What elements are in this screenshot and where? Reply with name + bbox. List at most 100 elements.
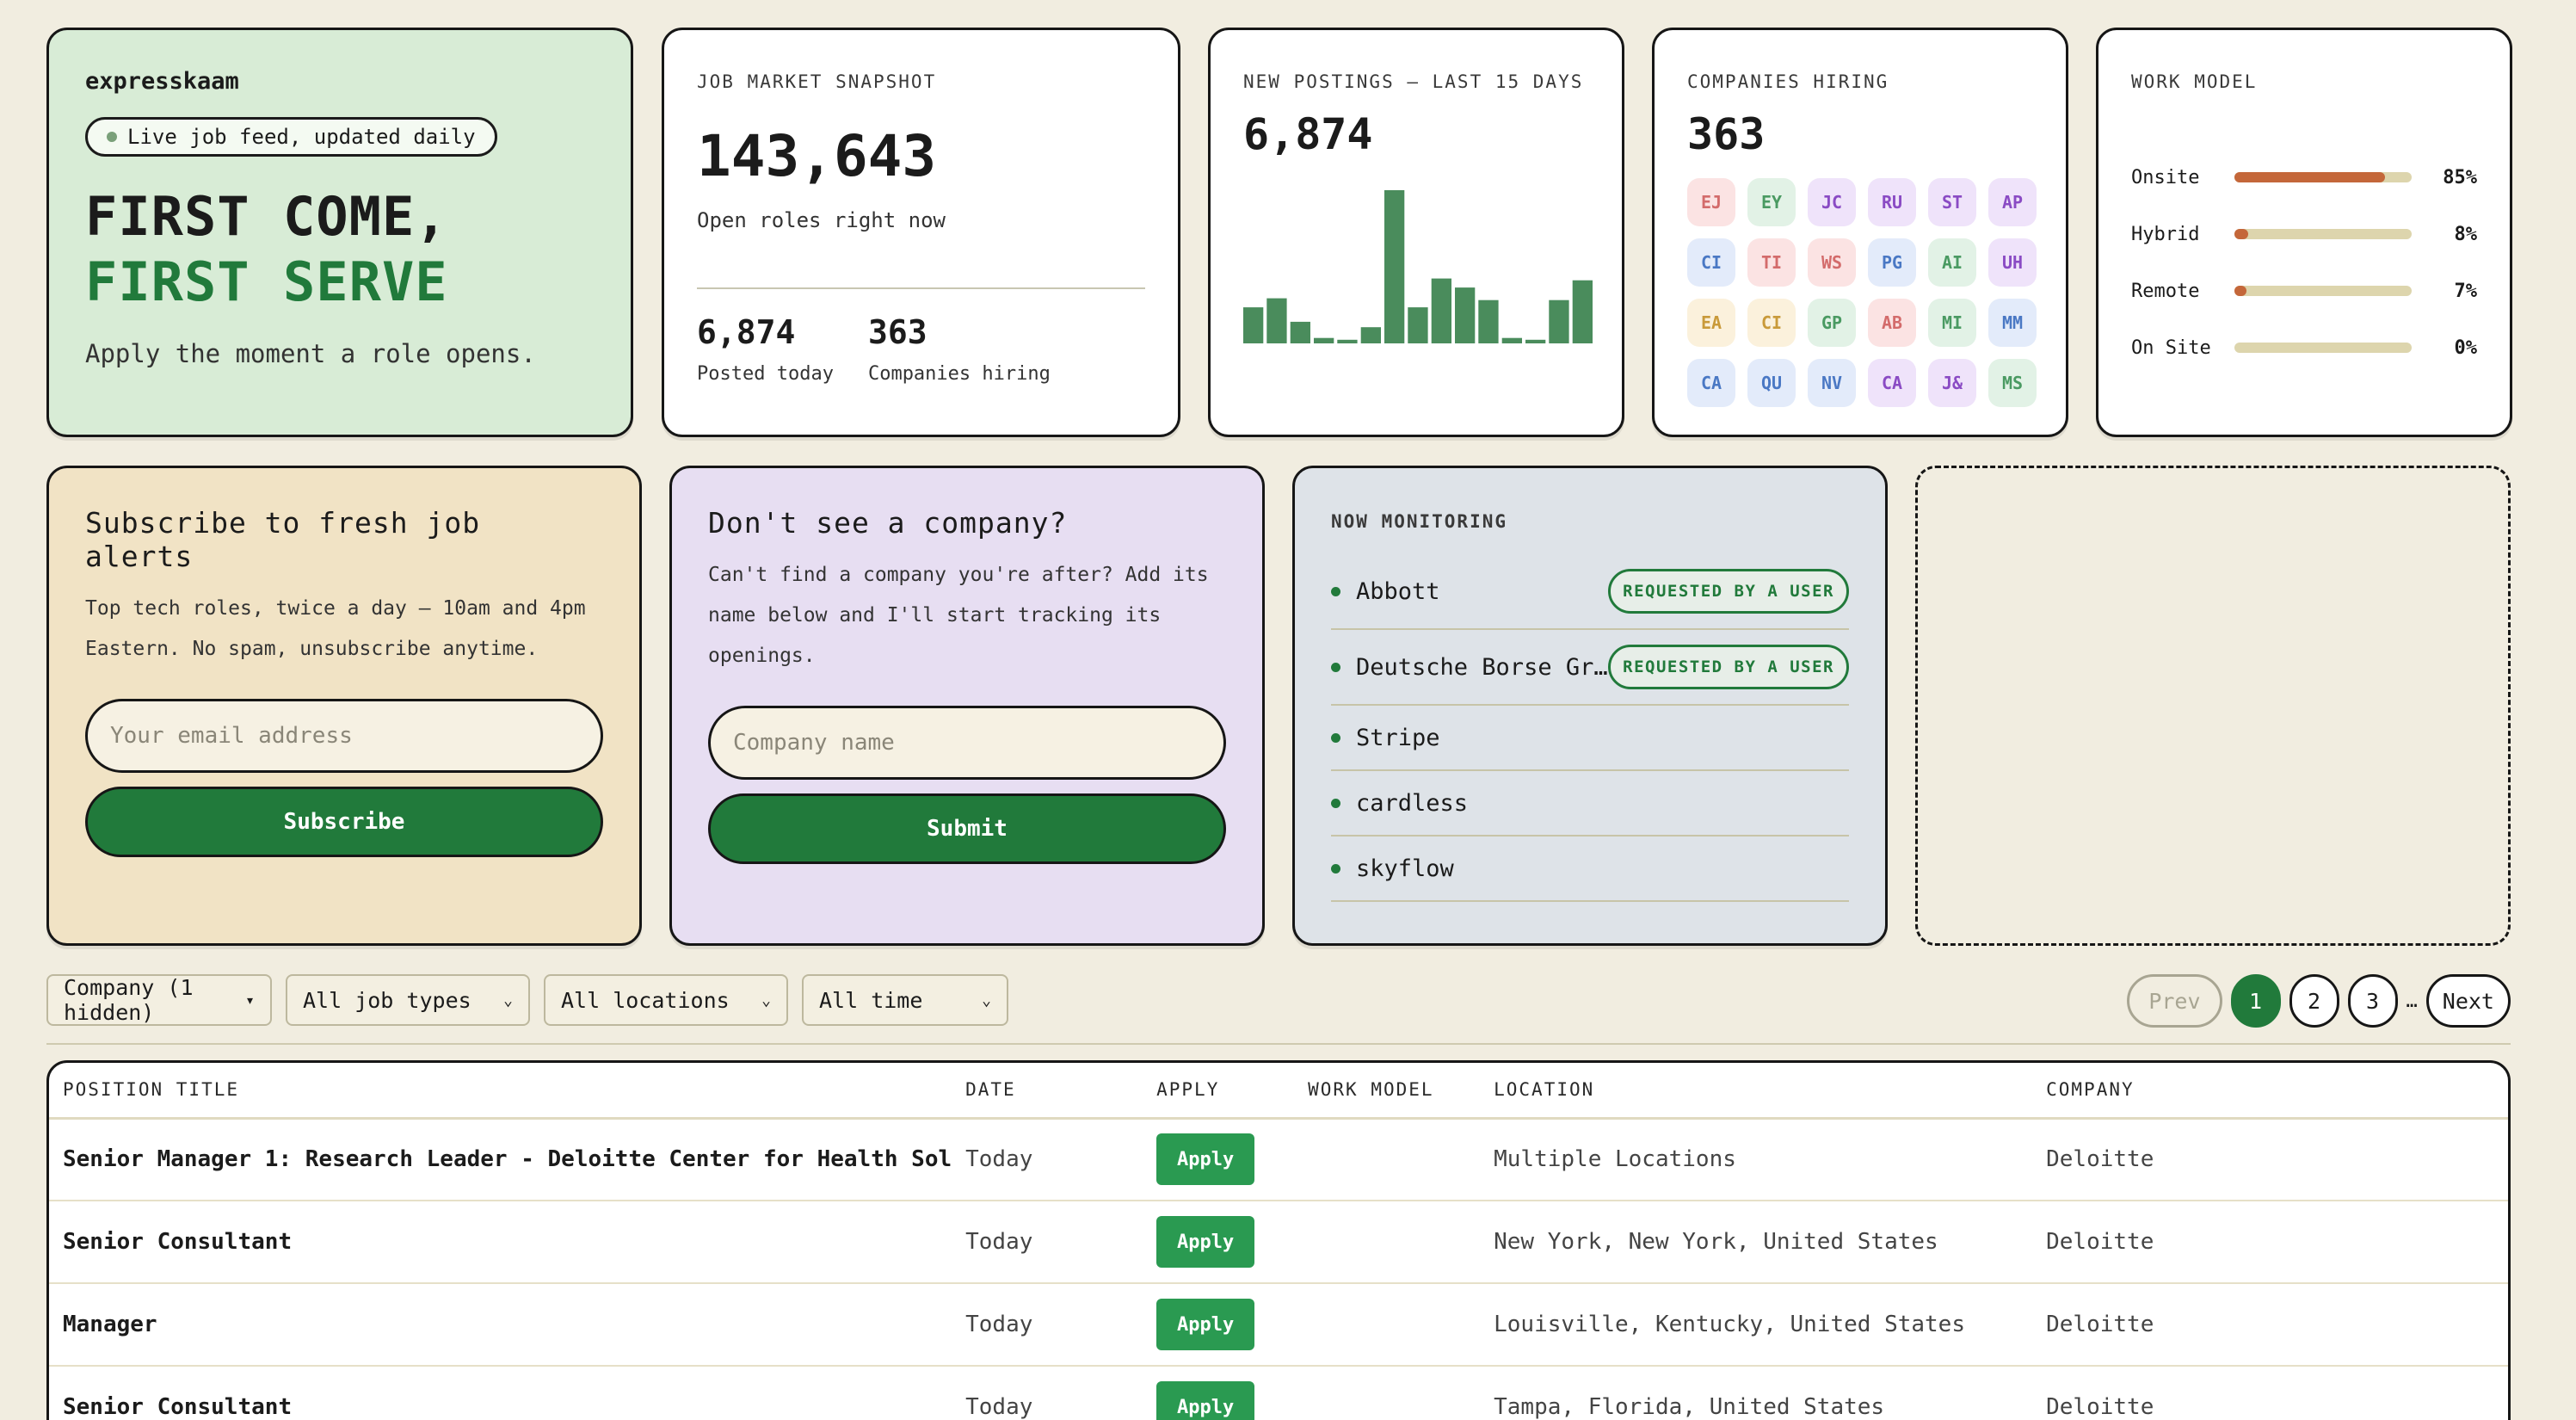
company-name-field[interactable] <box>708 706 1226 780</box>
brand-name: expresskaam <box>85 68 239 95</box>
work-model-cell <box>1294 1283 1481 1367</box>
postings-bar <box>1314 337 1334 343</box>
company-chip[interactable]: CI <box>1747 299 1796 347</box>
postings-bar <box>1384 190 1405 343</box>
posting-date: Today <box>952 1118 1143 1201</box>
table-row[interactable]: Senior Manager 1: Research Leader - Delo… <box>49 1118 2508 1201</box>
company-chip[interactable]: WS <box>1808 238 1856 287</box>
company-chip[interactable]: TI <box>1747 238 1796 287</box>
company-chip[interactable]: MS <box>1988 359 2037 407</box>
apply-button[interactable]: Apply <box>1156 1381 1255 1420</box>
company-chip[interactable]: NV <box>1808 359 1856 407</box>
open-roles-label: Open roles right now <box>697 208 946 232</box>
company-chip[interactable]: QU <box>1747 359 1796 407</box>
table-row[interactable]: Senior Consultant Today Apply New York, New… <box>49 1201 2508 1284</box>
work-model-card: WORK MODEL Onsite 85% Hybrid 8% Remote 7% On S… <box>2096 28 2512 437</box>
companies-count: 363 <box>1687 109 1766 159</box>
live-feed-text: Live job feed, updated daily <box>127 125 476 149</box>
apply-button[interactable]: Apply <box>1156 1133 1255 1186</box>
postings-bar <box>1266 298 1287 343</box>
company-chip[interactable]: AB <box>1868 299 1916 347</box>
bullet-dot-icon <box>1331 732 1340 743</box>
work-model-name: Hybrid <box>2131 223 2200 245</box>
snapshot-label: JOB MARKET SNAPSHOT <box>697 71 937 92</box>
monitored-company-name: cardless <box>1356 789 1469 817</box>
postings-bar <box>1408 307 1428 343</box>
apply-button[interactable]: Apply <box>1156 1299 1255 1350</box>
subscribe-card: Subscribe to fresh job alerts Top tech r… <box>46 466 642 946</box>
work-model-bar <box>2234 343 2412 353</box>
position-title[interactable]: Manager <box>49 1283 952 1367</box>
header-apply: APPLY <box>1143 1063 1295 1120</box>
time-filter-value: All time <box>819 987 923 1013</box>
bullet-dot-icon <box>1331 798 1340 808</box>
company-chip[interactable]: ST <box>1928 178 1976 226</box>
location-filter-value: All locations <box>561 987 730 1013</box>
submit-button[interactable]: Submit <box>708 793 1226 864</box>
page-2-button[interactable]: 2 <box>2289 974 2339 1028</box>
snapshot-divider <box>697 287 1145 289</box>
page-3-button[interactable]: 3 <box>2347 974 2398 1028</box>
work-model-percent: 7% <box>2454 280 2478 302</box>
header-company[interactable]: COMPANY <box>2032 1063 2508 1120</box>
bullet-dot-icon <box>1331 662 1340 672</box>
location-cell: New York, New York, United States <box>1480 1201 2033 1284</box>
subscribe-title: Subscribe to fresh job alerts <box>85 506 481 573</box>
posting-date: Today <box>952 1201 1143 1284</box>
company-chip[interactable]: CA <box>1868 359 1916 407</box>
apply-button[interactable]: Apply <box>1156 1216 1255 1268</box>
position-title[interactable]: Senior Manager 1: Research Leader - Delo… <box>49 1118 952 1201</box>
apply-cell: Apply <box>1143 1366 1295 1420</box>
next-page-button[interactable]: Next <box>2425 974 2511 1028</box>
monitored-company-name: Abbott <box>1356 577 1440 605</box>
table-header-row: POSITION TITLE DATE APPLY WORK MODEL LOC… <box>49 1063 2508 1120</box>
company-chip[interactable]: MM <box>1988 299 2037 347</box>
email-field[interactable] <box>85 699 603 773</box>
company-chip[interactable]: MI <box>1928 299 1976 347</box>
company-chip[interactable]: UH <box>1988 238 2037 287</box>
chevron-down-icon: ⌄ <box>761 991 771 1009</box>
company-chip[interactable]: CI <box>1687 238 1735 287</box>
header-location[interactable]: LOCATION <box>1480 1063 2033 1120</box>
company-chip[interactable]: CA <box>1687 359 1735 407</box>
apply-cell: Apply <box>1143 1118 1295 1201</box>
company-chip[interactable]: GP <box>1808 299 1856 347</box>
work-model-row: Remote 7% <box>2131 262 2477 319</box>
subscribe-button[interactable]: Subscribe <box>85 787 603 857</box>
header-work-model[interactable]: WORK MODEL <box>1294 1063 1481 1120</box>
work-model-bar-fill <box>2234 229 2249 239</box>
job-type-filter[interactable]: All job types ⌄ <box>286 974 530 1026</box>
caret-down-icon: ▾ <box>245 991 255 1009</box>
company-chip[interactable]: EA <box>1687 299 1735 347</box>
company-filter-value: Company (1 hidden) <box>64 975 194 1025</box>
table-row[interactable]: Manager Today Apply Louisville, Kentucky, U… <box>49 1283 2508 1367</box>
location-filter[interactable]: All locations ⌄ <box>544 974 788 1026</box>
company-chip[interactable]: AP <box>1988 178 2037 226</box>
company-chip[interactable]: PG <box>1868 238 1916 287</box>
table-row[interactable]: Senior Consultant Today Apply Tampa, Florid… <box>49 1366 2508 1420</box>
header-position-title[interactable]: POSITION TITLE <box>49 1063 952 1120</box>
header-date[interactable]: DATE <box>952 1063 1143 1120</box>
companies-hiring-stat: 363 Companies hiring <box>868 313 1051 385</box>
page-1-button[interactable]: 1 <box>2230 974 2281 1028</box>
work-model-row: On Site 0% <box>2131 319 2477 376</box>
open-roles-count: 143,643 <box>697 123 937 189</box>
work-model-rows: Onsite 85% Hybrid 8% Remote 7% On Site 0% <box>2131 149 2477 376</box>
postings-bar <box>1525 339 1546 343</box>
company-chip[interactable]: EJ <box>1687 178 1735 226</box>
postings-bar <box>1478 299 1499 343</box>
company-chip[interactable]: J& <box>1928 359 1976 407</box>
position-title[interactable]: Senior Consultant <box>49 1201 952 1284</box>
hero-tagline: Apply the moment a role opens. <box>85 339 536 368</box>
prev-page-button[interactable]: Prev <box>2127 974 2222 1028</box>
position-title[interactable]: Senior Consultant <box>49 1366 952 1420</box>
company-chip[interactable]: AI <box>1928 238 1976 287</box>
company-chip[interactable]: RU <box>1868 178 1916 226</box>
company-chip[interactable]: EY <box>1747 178 1796 226</box>
job-type-filter-value: All job types <box>303 987 471 1013</box>
company-filter[interactable]: Company (1 hidden) ▾ <box>46 974 272 1026</box>
work-model-percent: 85% <box>2443 166 2477 188</box>
company-chip[interactable]: JC <box>1808 178 1856 226</box>
time-filter[interactable]: All time ⌄ <box>802 974 1008 1026</box>
postings-bar <box>1290 321 1310 343</box>
